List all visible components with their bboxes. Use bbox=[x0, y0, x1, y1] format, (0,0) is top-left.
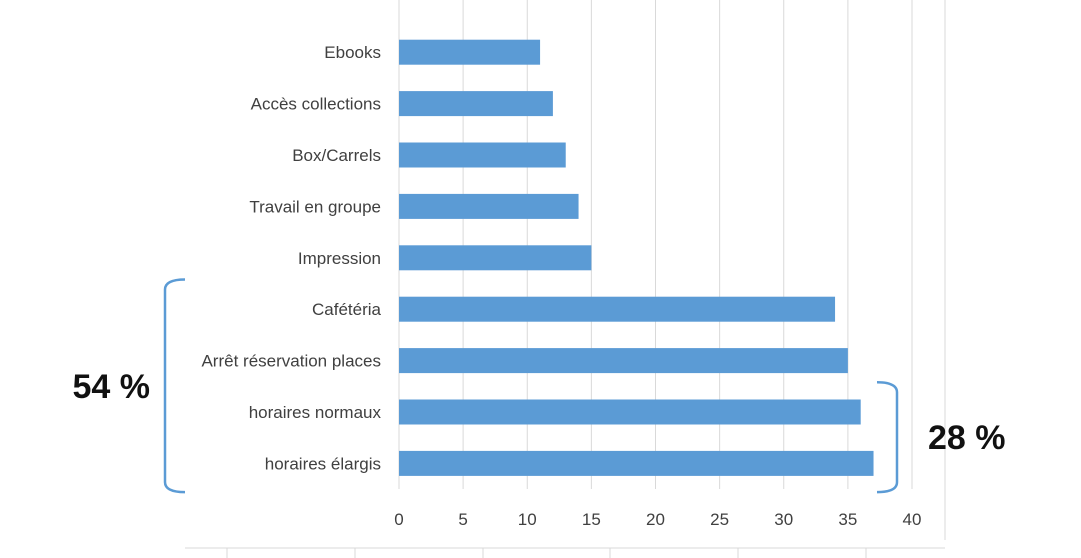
x-tick-label: 5 bbox=[458, 510, 467, 529]
x-tick-label: 25 bbox=[710, 510, 729, 529]
bar bbox=[399, 296, 836, 322]
bar bbox=[399, 91, 553, 117]
x-tick-label: 10 bbox=[518, 510, 537, 529]
x-tick-label: 20 bbox=[646, 510, 665, 529]
bracket bbox=[163, 278, 186, 494]
bracket bbox=[876, 381, 899, 494]
category-label: horaires élargis bbox=[265, 454, 381, 473]
category-labels: Ebooks Accès collections Box/Carrels Travai… bbox=[201, 43, 381, 473]
annotation-label: 28 % bbox=[928, 419, 1006, 457]
bar bbox=[399, 193, 579, 219]
bar bbox=[399, 450, 874, 476]
bars bbox=[399, 39, 874, 476]
x-tick-labels: 0 5 10 15 20 25 30 35 40 bbox=[394, 510, 921, 529]
x-tick-label: 35 bbox=[838, 510, 857, 529]
category-label: Box/Carrels bbox=[292, 146, 381, 165]
category-label: Impression bbox=[298, 249, 381, 268]
category-label: Arrêt réservation places bbox=[201, 352, 381, 371]
annotation-label: 54 % bbox=[73, 368, 151, 406]
x-tick-label: 0 bbox=[394, 510, 403, 529]
category-label: Travail en groupe bbox=[249, 197, 381, 216]
x-tick-label: 40 bbox=[903, 510, 922, 529]
bar bbox=[399, 348, 848, 374]
bar bbox=[399, 142, 566, 168]
bar bbox=[399, 39, 541, 65]
x-tick-label: 15 bbox=[582, 510, 601, 529]
bar bbox=[399, 245, 592, 271]
bar bbox=[399, 399, 861, 425]
category-label: horaires normaux bbox=[249, 403, 382, 422]
annotations: 54 % 28 % bbox=[73, 278, 1006, 494]
category-label: Accès collections bbox=[251, 95, 381, 114]
x-tick-label: 30 bbox=[774, 510, 793, 529]
category-label: Cafétéria bbox=[312, 300, 382, 319]
category-label: Ebooks bbox=[324, 43, 381, 62]
